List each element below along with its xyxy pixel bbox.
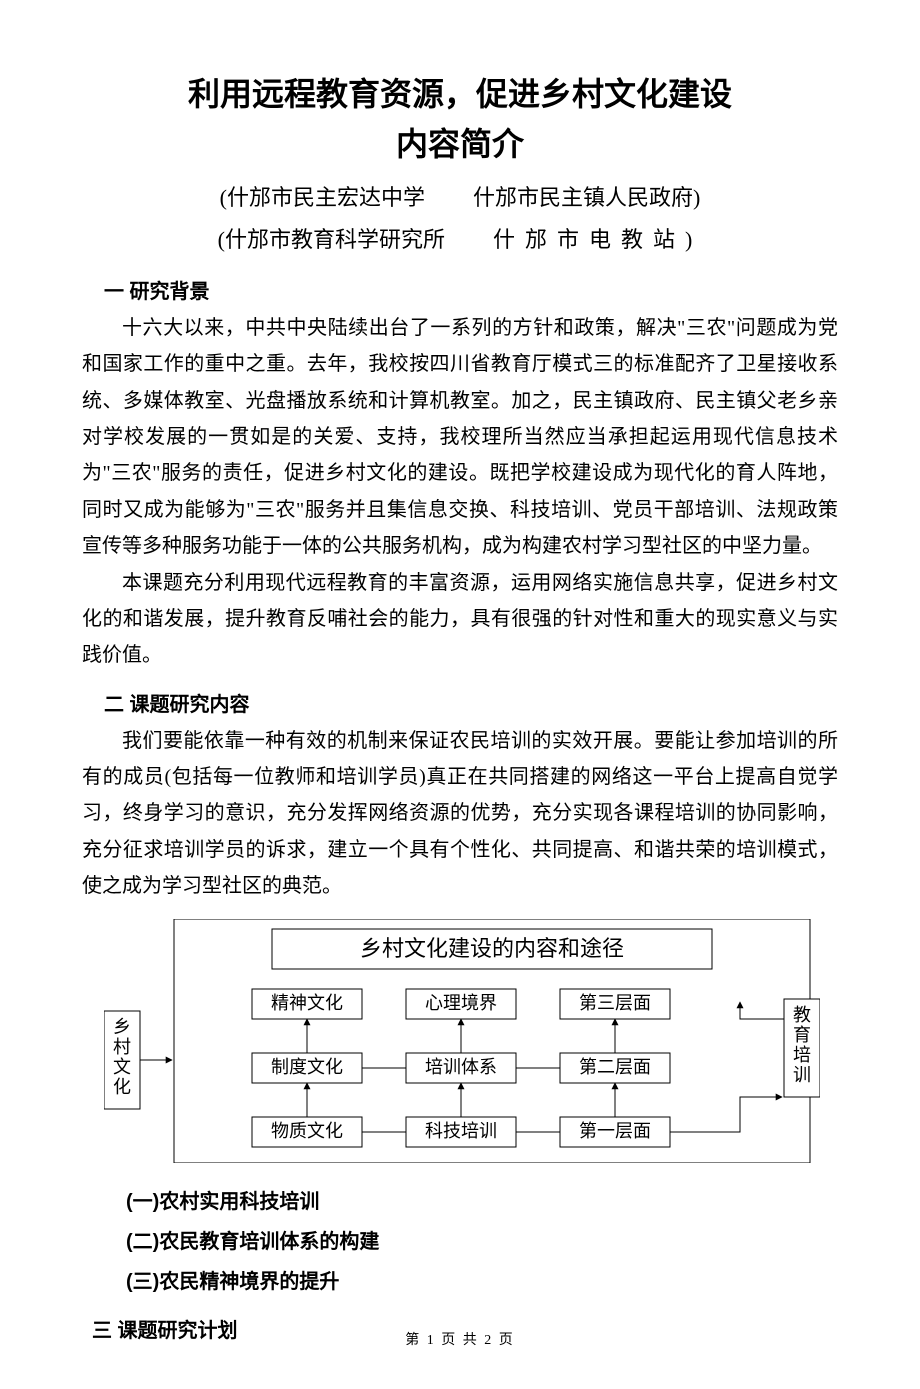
svg-text:制度文化: 制度文化 [271,1057,343,1077]
page-footer: 第 1 页 共 2 页 [0,1329,920,1349]
svg-text:第一层面: 第一层面 [579,1121,651,1141]
affil-1-left: (什邡市民主宏达中学 [220,177,425,219]
svg-text:培训体系: 培训体系 [425,1057,497,1077]
flowchart-diagram: 乡村文化建设的内容和途径 乡村文化 教育培训 精神文化 心理境界 第三层面 制度… [104,919,816,1168]
svg-text:第二层面: 第二层面 [579,1057,651,1077]
diagram-svg: 乡村文化建设的内容和途径 乡村文化 教育培训 精神文化 心理境界 第三层面 制度… [104,919,820,1163]
affil-2-left: (什邡市教育科学研究所 [218,219,445,261]
document-page: 利用远程教育资源，促进乡村文化建设 内容简介 (什邡市民主宏达中学 什邡市民主镇… [0,0,920,1389]
affil-line-2: (什邡市教育科学研究所 什邡市电教站) [82,219,838,261]
list-item-1: (一)农村实用科技培训 [126,1184,838,1220]
section-2-heading: 二 课题研究内容 [104,688,838,717]
svg-text:乡村文化建设的内容和途径: 乡村文化建设的内容和途径 [360,936,624,961]
svg-text:乡村文化: 乡村文化 [113,1017,131,1097]
svg-text:教育培训: 教育培训 [793,1005,811,1085]
svg-text:精神文化: 精神文化 [271,993,343,1013]
svg-text:科技培训: 科技培训 [425,1121,497,1141]
list-item-3: (三)农民精神境界的提升 [126,1264,838,1300]
title-line-2: 内容简介 [82,120,838,170]
paragraph-1: 十六大以来，中共中央陆续出台了一系列的方针和政策，解决"三农"问题成为党和国家工… [82,310,838,565]
affil-1-right: 什邡市民主镇人民政府) [473,177,700,219]
svg-text:物质文化: 物质文化 [271,1121,343,1141]
svg-text:心理境界: 心理境界 [425,993,497,1013]
paragraph-2: 本课题充分利用现代远程教育的丰富资源，运用网络实施信息共享，促进乡村文化的和谐发… [82,565,838,674]
affil-2-right: 什邡市电教站) [493,219,702,261]
svg-text:第三层面: 第三层面 [579,993,651,1013]
list-item-2: (二)农民教育培训体系的构建 [126,1224,838,1260]
main-title: 利用远程教育资源，促进乡村文化建设 内容简介 [82,70,838,169]
section-1-heading: 一 研究背景 [104,275,838,304]
affiliations: (什邡市民主宏达中学 什邡市民主镇人民政府) (什邡市教育科学研究所 什邡市电教… [82,177,838,261]
affil-line-1: (什邡市民主宏达中学 什邡市民主镇人民政府) [82,177,838,219]
paragraph-3: 我们要能依靠一种有效的机制来保证农民培训的实效开展。要能让参加培训的所有的成员(… [82,723,838,905]
title-line-1: 利用远程教育资源，促进乡村文化建设 [82,70,838,120]
